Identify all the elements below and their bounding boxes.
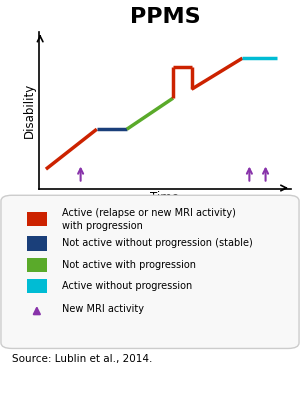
Text: Active without progression: Active without progression	[62, 281, 192, 291]
Text: Active (relapse or new MRI activity)
with progression: Active (relapse or new MRI activity) wit…	[62, 208, 236, 230]
Text: Not active with progression: Not active with progression	[62, 260, 196, 270]
FancyBboxPatch shape	[1, 195, 299, 348]
FancyBboxPatch shape	[27, 279, 46, 293]
Title: PPMS: PPMS	[130, 7, 200, 27]
FancyBboxPatch shape	[27, 236, 46, 251]
Y-axis label: Disability: Disability	[23, 83, 36, 138]
FancyBboxPatch shape	[27, 212, 46, 227]
X-axis label: Time: Time	[151, 191, 179, 204]
Text: New MRI activity: New MRI activity	[62, 304, 144, 314]
FancyBboxPatch shape	[27, 258, 46, 272]
Text: Not active without progression (stable): Not active without progression (stable)	[62, 238, 252, 249]
Text: Source: Lublin et al., 2014.: Source: Lublin et al., 2014.	[12, 354, 152, 364]
